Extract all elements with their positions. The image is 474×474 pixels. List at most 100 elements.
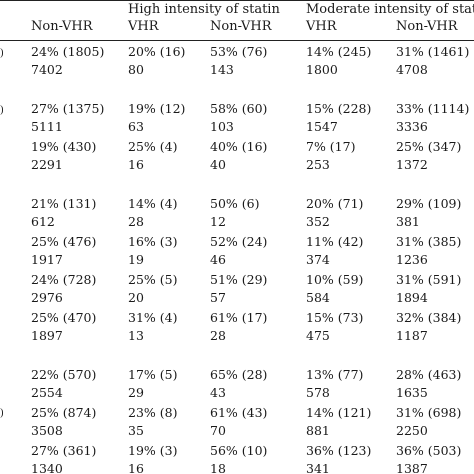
table-cell: 16% (3) bbox=[128, 234, 178, 249]
table-cell: 24% (1805) bbox=[31, 44, 105, 59]
table-cell: 2976 bbox=[31, 290, 63, 305]
table-cell: 4708 bbox=[396, 62, 428, 77]
table-cell: 19% (430) bbox=[31, 139, 97, 154]
table-cell: 40% (16) bbox=[210, 139, 268, 154]
table-cell: 31% (591) bbox=[396, 272, 462, 287]
group-title-high-intensity: High intensity of statin bbox=[128, 2, 280, 17]
table-cell: 19 bbox=[128, 252, 144, 267]
table-cell: 1340 bbox=[31, 461, 63, 474]
table-cell: 2554 bbox=[31, 385, 63, 400]
table-cell: 50% (6) bbox=[210, 196, 260, 211]
table-cell: 1387 bbox=[396, 461, 428, 474]
table-cell: 22% (570) bbox=[31, 367, 97, 382]
table-cell: 25% (476) bbox=[31, 234, 97, 249]
table-cell: 5111 bbox=[31, 119, 63, 134]
table-cell: 52% (24) bbox=[210, 234, 268, 249]
table-cell: 25% (347) bbox=[396, 139, 462, 154]
table-cell: 341 bbox=[306, 461, 330, 474]
table-cell: 27% (361) bbox=[31, 443, 97, 458]
table-cell: 23% (8) bbox=[128, 405, 178, 420]
table-cell: 31% (1461) bbox=[396, 44, 470, 59]
table-cell: 40 bbox=[210, 157, 226, 172]
table-cell: 381 bbox=[396, 214, 420, 229]
group-title-moderate-intensity: Moderate intensity of stati bbox=[306, 2, 474, 17]
table-cell: 36% (503) bbox=[396, 443, 462, 458]
table-cell: 103 bbox=[210, 119, 234, 134]
table-cell: 24% (728) bbox=[31, 272, 97, 287]
column-label-moderate-non-vhr: Non-VHR bbox=[396, 19, 458, 34]
table-cell: 143 bbox=[210, 62, 234, 77]
table-cell: 13% (77) bbox=[306, 367, 364, 382]
table-cell: 1236 bbox=[396, 252, 428, 267]
table-cell: 2291 bbox=[31, 157, 63, 172]
table-cell: 31% (385) bbox=[396, 234, 462, 249]
table-cell: 881 bbox=[306, 423, 330, 438]
table-cell: 15% (73) bbox=[306, 310, 364, 325]
table-cell: 578 bbox=[306, 385, 330, 400]
table-cell: 1894 bbox=[396, 290, 428, 305]
table-cell: 612 bbox=[31, 214, 55, 229]
table-cell: 1897 bbox=[31, 328, 63, 343]
table-cell: 25% (4) bbox=[128, 139, 178, 154]
table-cell: 19% (3) bbox=[128, 443, 178, 458]
table-cell: 16 bbox=[128, 157, 144, 172]
table-cell: 20% (71) bbox=[306, 196, 364, 211]
table-cell: 28 bbox=[210, 328, 226, 343]
table-cell: 20 bbox=[128, 290, 144, 305]
table-cell: 584 bbox=[306, 290, 330, 305]
table-cell: 7% (17) bbox=[306, 139, 356, 154]
table-cell: 475 bbox=[306, 328, 330, 343]
table-cell: 374 bbox=[306, 252, 330, 267]
table-cell: 27% (1375) bbox=[31, 101, 105, 116]
table-cell: 14% (245) bbox=[306, 44, 372, 59]
table-cell: 58% (60) bbox=[210, 101, 268, 116]
table-cell: 63 bbox=[128, 119, 144, 134]
table-cell: 43 bbox=[210, 385, 226, 400]
table-cell: 31% (4) bbox=[128, 310, 178, 325]
table-cell: 29% (109) bbox=[396, 196, 462, 211]
table-cell: 19% (12) bbox=[128, 101, 186, 116]
table-cell: 53% (76) bbox=[210, 44, 268, 59]
cropped-row-marker bbox=[0, 48, 3, 58]
table-cell: 1917 bbox=[31, 252, 63, 267]
table-cell: 46 bbox=[210, 252, 226, 267]
table-cell: 80 bbox=[128, 62, 144, 77]
column-label-high-vhr: VHR bbox=[128, 19, 159, 34]
table-cell: 2250 bbox=[396, 423, 428, 438]
table-cell: 18 bbox=[210, 461, 226, 474]
table-cell: 65% (28) bbox=[210, 367, 268, 382]
table-cell: 51% (29) bbox=[210, 272, 268, 287]
table-cell: 3508 bbox=[31, 423, 63, 438]
column-label-non-vhr: Non-VHR bbox=[31, 19, 93, 34]
table-cell: 14% (121) bbox=[306, 405, 372, 420]
table-cell: 16 bbox=[128, 461, 144, 474]
column-label-high-non-vhr: Non-VHR bbox=[210, 19, 272, 34]
table-cell: 17% (5) bbox=[128, 367, 178, 382]
cropped-row-marker bbox=[0, 105, 3, 115]
column-label-moderate-vhr: VHR bbox=[306, 19, 337, 34]
table-cell: 28 bbox=[128, 214, 144, 229]
table-cell: 33% (1114) bbox=[396, 101, 470, 116]
table-cell: 31% (698) bbox=[396, 405, 462, 420]
table-cell: 35 bbox=[128, 423, 144, 438]
table-cell: 12 bbox=[210, 214, 226, 229]
table-cell: 56% (10) bbox=[210, 443, 268, 458]
table-cell: 25% (874) bbox=[31, 405, 97, 420]
table-cell: 11% (42) bbox=[306, 234, 364, 249]
table-cell: 1800 bbox=[306, 62, 338, 77]
table-cell: 57 bbox=[210, 290, 226, 305]
table-cell: 20% (16) bbox=[128, 44, 186, 59]
table-cell: 7402 bbox=[31, 62, 63, 77]
table-cell: 1372 bbox=[396, 157, 428, 172]
table-cell: 352 bbox=[306, 214, 330, 229]
table-cell: 15% (228) bbox=[306, 101, 372, 116]
table-cell: 28% (463) bbox=[396, 367, 462, 382]
table-cell: 1187 bbox=[396, 328, 428, 343]
table-cell: 29 bbox=[128, 385, 144, 400]
table-cell: 32% (384) bbox=[396, 310, 462, 325]
table-cell: 3336 bbox=[396, 119, 428, 134]
table-cell: 61% (43) bbox=[210, 405, 268, 420]
table-cell: 25% (5) bbox=[128, 272, 178, 287]
top-rule bbox=[0, 0, 474, 1]
table-cell: 36% (123) bbox=[306, 443, 372, 458]
